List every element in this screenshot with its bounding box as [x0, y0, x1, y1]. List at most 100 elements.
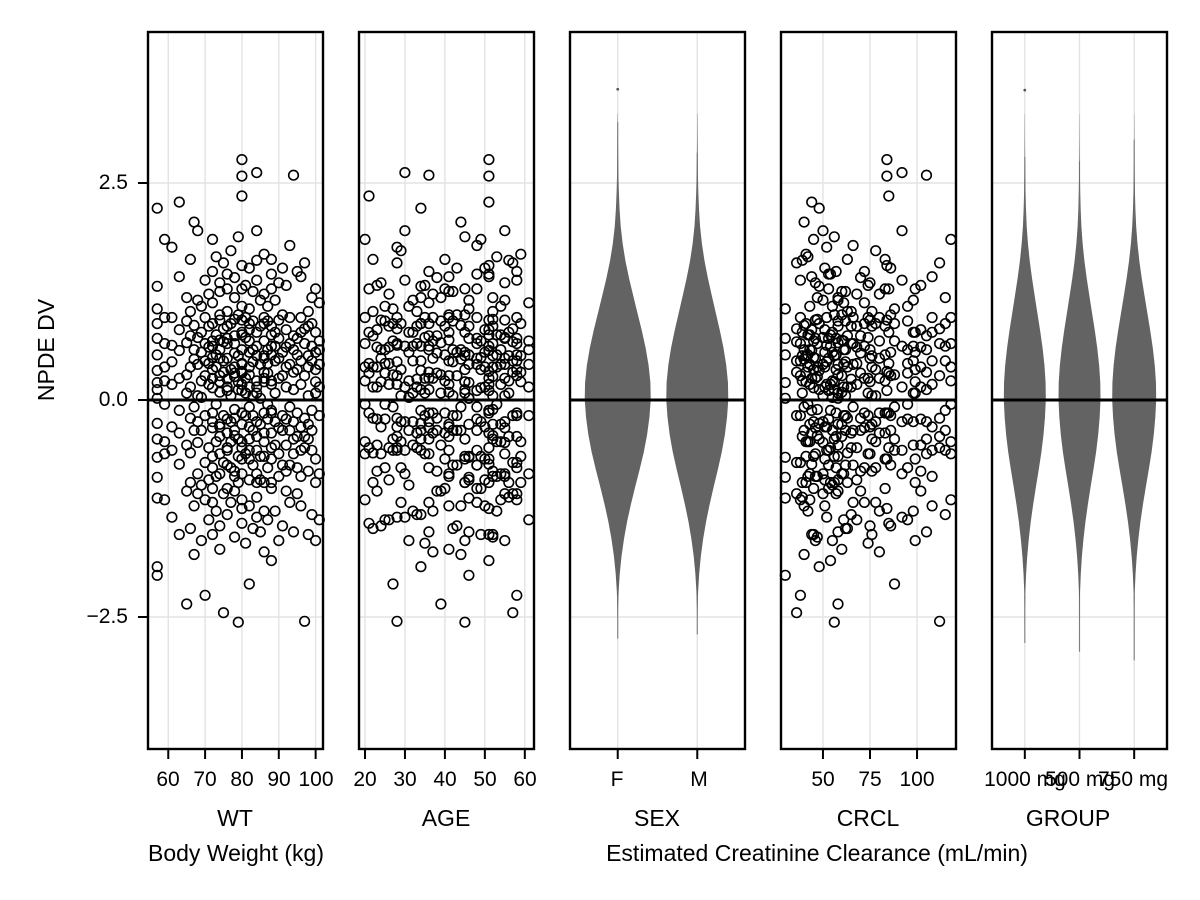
data-point — [159, 448, 171, 460]
data-point — [926, 271, 938, 283]
data-point — [866, 418, 878, 430]
violin-shape — [1058, 113, 1101, 635]
data-point — [243, 444, 255, 456]
data-point — [896, 225, 908, 237]
data-point — [310, 283, 322, 295]
data-point — [896, 416, 908, 428]
data-point — [243, 474, 255, 486]
data-point — [858, 318, 871, 330]
data-point — [926, 470, 938, 483]
data-point — [302, 361, 314, 373]
x-tick-label: 80 — [230, 768, 254, 791]
data-point — [907, 294, 919, 306]
data-point — [236, 517, 248, 529]
data-point — [371, 485, 383, 497]
data-point — [866, 350, 878, 362]
data-point — [832, 450, 844, 463]
data-point — [790, 336, 803, 348]
data-point — [832, 526, 844, 538]
data-point — [879, 482, 891, 495]
data-point — [431, 465, 443, 477]
data-point — [824, 476, 837, 489]
data-point — [225, 496, 237, 509]
data-point — [885, 424, 897, 437]
data-point — [451, 520, 463, 532]
y-tick-label: 2.5 — [98, 171, 128, 194]
data-point — [391, 615, 403, 627]
data-point — [459, 534, 471, 547]
data-point — [851, 514, 863, 526]
data-point — [864, 344, 876, 356]
data-point — [427, 288, 439, 300]
data-point — [459, 364, 471, 376]
data-point — [262, 300, 274, 312]
data-point — [195, 391, 207, 404]
data-point — [830, 265, 842, 278]
data-point — [926, 421, 938, 433]
data-point — [159, 311, 171, 324]
data-point — [221, 373, 233, 385]
data-point — [487, 390, 499, 402]
data-point — [822, 384, 835, 397]
data-point — [258, 450, 270, 463]
data-point — [790, 323, 803, 335]
data-point — [854, 367, 867, 379]
data-point — [451, 370, 463, 382]
data-point — [295, 470, 307, 483]
data-point — [214, 386, 226, 398]
data-point — [832, 315, 844, 327]
data-point — [379, 315, 391, 327]
data-point — [391, 338, 403, 350]
data-point — [926, 378, 938, 391]
x-tick-label: 60 — [156, 768, 180, 791]
data-point — [302, 418, 314, 430]
data-point — [832, 474, 844, 486]
data-point — [873, 311, 886, 324]
data-point — [809, 448, 822, 460]
data-point — [885, 370, 897, 382]
data-point — [159, 338, 171, 350]
data-point — [915, 485, 927, 497]
data-point — [839, 356, 852, 368]
data-point — [258, 248, 270, 260]
data-point — [221, 352, 233, 364]
data-point — [295, 311, 307, 324]
data-point — [459, 433, 471, 445]
data-point — [847, 401, 859, 413]
data-point — [809, 352, 822, 364]
data-point — [915, 324, 927, 336]
data-point — [847, 459, 859, 471]
data-point — [415, 202, 427, 214]
data-point — [845, 508, 857, 521]
data-point — [387, 401, 399, 413]
data-point — [379, 514, 391, 526]
data-point — [796, 387, 808, 399]
x-tick-label: 30 — [393, 768, 417, 791]
data-point — [487, 433, 499, 445]
data-point — [847, 311, 859, 324]
data-point — [813, 561, 825, 573]
data-point — [247, 410, 259, 422]
data-point — [435, 439, 447, 451]
data-point — [415, 561, 427, 573]
data-point — [276, 520, 289, 532]
data-point — [896, 340, 908, 352]
data-point — [945, 311, 957, 324]
data-point — [151, 377, 163, 389]
data-point — [507, 607, 519, 619]
data-point — [866, 361, 878, 373]
data-point — [447, 410, 459, 422]
data-point — [885, 410, 897, 422]
x-tick-label: 750 mg — [1097, 768, 1169, 791]
data-point — [391, 430, 403, 443]
data-point — [276, 424, 289, 437]
data-point — [483, 340, 495, 352]
data-point — [423, 169, 435, 181]
data-point — [471, 352, 483, 364]
data-point — [794, 589, 807, 601]
data-point — [804, 329, 816, 341]
data-point — [254, 294, 266, 306]
data-point — [151, 202, 163, 214]
data-point — [265, 253, 278, 265]
data-point — [236, 190, 248, 202]
